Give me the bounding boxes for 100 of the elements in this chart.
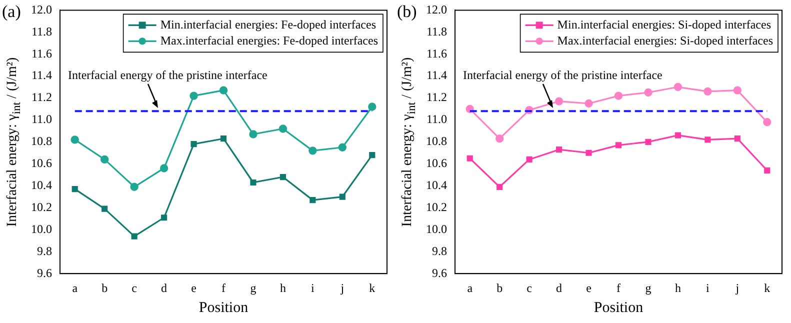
chart-title: (b) [397, 2, 417, 22]
point [100, 155, 109, 164]
point [496, 184, 503, 190]
x-tick-label: g [645, 280, 652, 295]
x-tick-label: d [161, 280, 168, 295]
point [556, 146, 562, 153]
y-tick-label: 10.2 [426, 200, 447, 214]
legend-label: Min.interfacial energies: Fe-doped interfaces [160, 17, 376, 32]
point [466, 155, 473, 162]
point [614, 92, 623, 100]
y-tick-label: 11.4 [426, 68, 447, 82]
point [368, 102, 376, 111]
point [338, 143, 347, 152]
point [310, 197, 316, 204]
x-tick-label: k [764, 280, 770, 295]
point [220, 136, 227, 142]
y-tick-label: 11.0 [31, 112, 52, 126]
y-tick-label: 10.8 [31, 134, 52, 148]
point [369, 152, 376, 158]
y-tick-label: 11.6 [426, 46, 447, 60]
point [704, 87, 712, 96]
y-tick-label: 10.2 [31, 200, 52, 214]
x-tick-label: j [734, 280, 740, 295]
y-tick-label: 10.0 [31, 222, 52, 236]
point [584, 99, 593, 108]
chart-title: (a) [2, 2, 21, 22]
x-tick-label: b [102, 280, 108, 295]
y-tick-label: 10.6 [31, 156, 52, 170]
x-tick-label: g [250, 280, 256, 295]
x-tick-label: i [311, 280, 316, 295]
y-tick-label: 11.0 [426, 112, 447, 126]
x-tick-label: i [706, 280, 710, 295]
point [249, 130, 258, 138]
x-tick-label: f [616, 280, 620, 295]
ref-line-label: Interfacial energy of the pristine interface [68, 68, 268, 82]
x-tick-label: e [191, 280, 196, 295]
x-tick-label: h [280, 280, 286, 295]
y-tick-label: 9.6 [37, 266, 52, 280]
y-tick-label: 11.6 [31, 46, 52, 60]
y-tick-label: 10.0 [426, 222, 447, 236]
x-tick-label: j [340, 280, 344, 295]
ref-line-label: Interfacial energy of the pristine interface [463, 68, 662, 82]
point [704, 136, 711, 143]
point [645, 138, 652, 145]
point [554, 97, 564, 106]
y-tick-label: 12.0 [426, 2, 447, 16]
point [308, 146, 317, 155]
point [280, 174, 286, 180]
x-tick-label: a [467, 280, 474, 295]
point [339, 194, 346, 200]
y-tick-label: 12.0 [31, 2, 52, 16]
x-tick-label: f [222, 280, 226, 295]
point [250, 179, 256, 186]
x-tick-label: h [674, 280, 681, 295]
legend-label: Min.interfacial energies: Si-doped interfaces [557, 17, 772, 32]
y-tick-label: 10.4 [31, 178, 52, 192]
point [615, 142, 622, 148]
y-tick-label: 9.6 [432, 266, 447, 280]
point [72, 186, 78, 192]
y-tick-label: 9.8 [432, 244, 447, 258]
point [674, 132, 681, 138]
point [102, 206, 108, 212]
point [160, 164, 168, 172]
legend-label: Max.interfacial energies: Fe-doped interfaces [160, 33, 378, 48]
x-axis-title: Position [594, 300, 644, 316]
x-tick-label: k [369, 280, 376, 295]
x-tick-label: d [556, 280, 562, 295]
x-tick-label: c [526, 280, 532, 295]
x-tick-label: b [496, 280, 503, 295]
point [764, 167, 770, 174]
point [763, 118, 772, 126]
point [190, 92, 198, 100]
y-tick-label: 11.2 [31, 90, 52, 104]
y-tick-label: 10.6 [426, 156, 447, 170]
point [278, 124, 288, 133]
y-tick-label: 11.8 [31, 24, 52, 38]
point [674, 82, 682, 92]
y-tick-label: 11.4 [31, 68, 52, 82]
y-tick-label: 11.2 [426, 90, 447, 104]
point [161, 214, 168, 221]
point [733, 86, 742, 94]
x-tick-label: c [132, 280, 137, 295]
x-axis-title: Position [198, 300, 249, 316]
point [131, 233, 138, 240]
point [526, 156, 532, 163]
point [130, 182, 138, 191]
point [586, 150, 592, 156]
point [70, 136, 79, 144]
x-tick-label: a [72, 280, 78, 295]
y-tick-label: 10.4 [426, 178, 447, 192]
legend-label: Max.interfacial energies: Si-doped interfaces [557, 33, 774, 48]
x-tick-label: e [586, 280, 592, 295]
point [734, 136, 740, 142]
point [495, 134, 504, 143]
point [190, 141, 197, 148]
point [644, 88, 652, 97]
point [219, 86, 228, 94]
y-tick-label: 9.8 [37, 244, 52, 258]
y-tick-label: 11.8 [426, 24, 447, 38]
y-tick-label: 10.8 [426, 134, 447, 148]
